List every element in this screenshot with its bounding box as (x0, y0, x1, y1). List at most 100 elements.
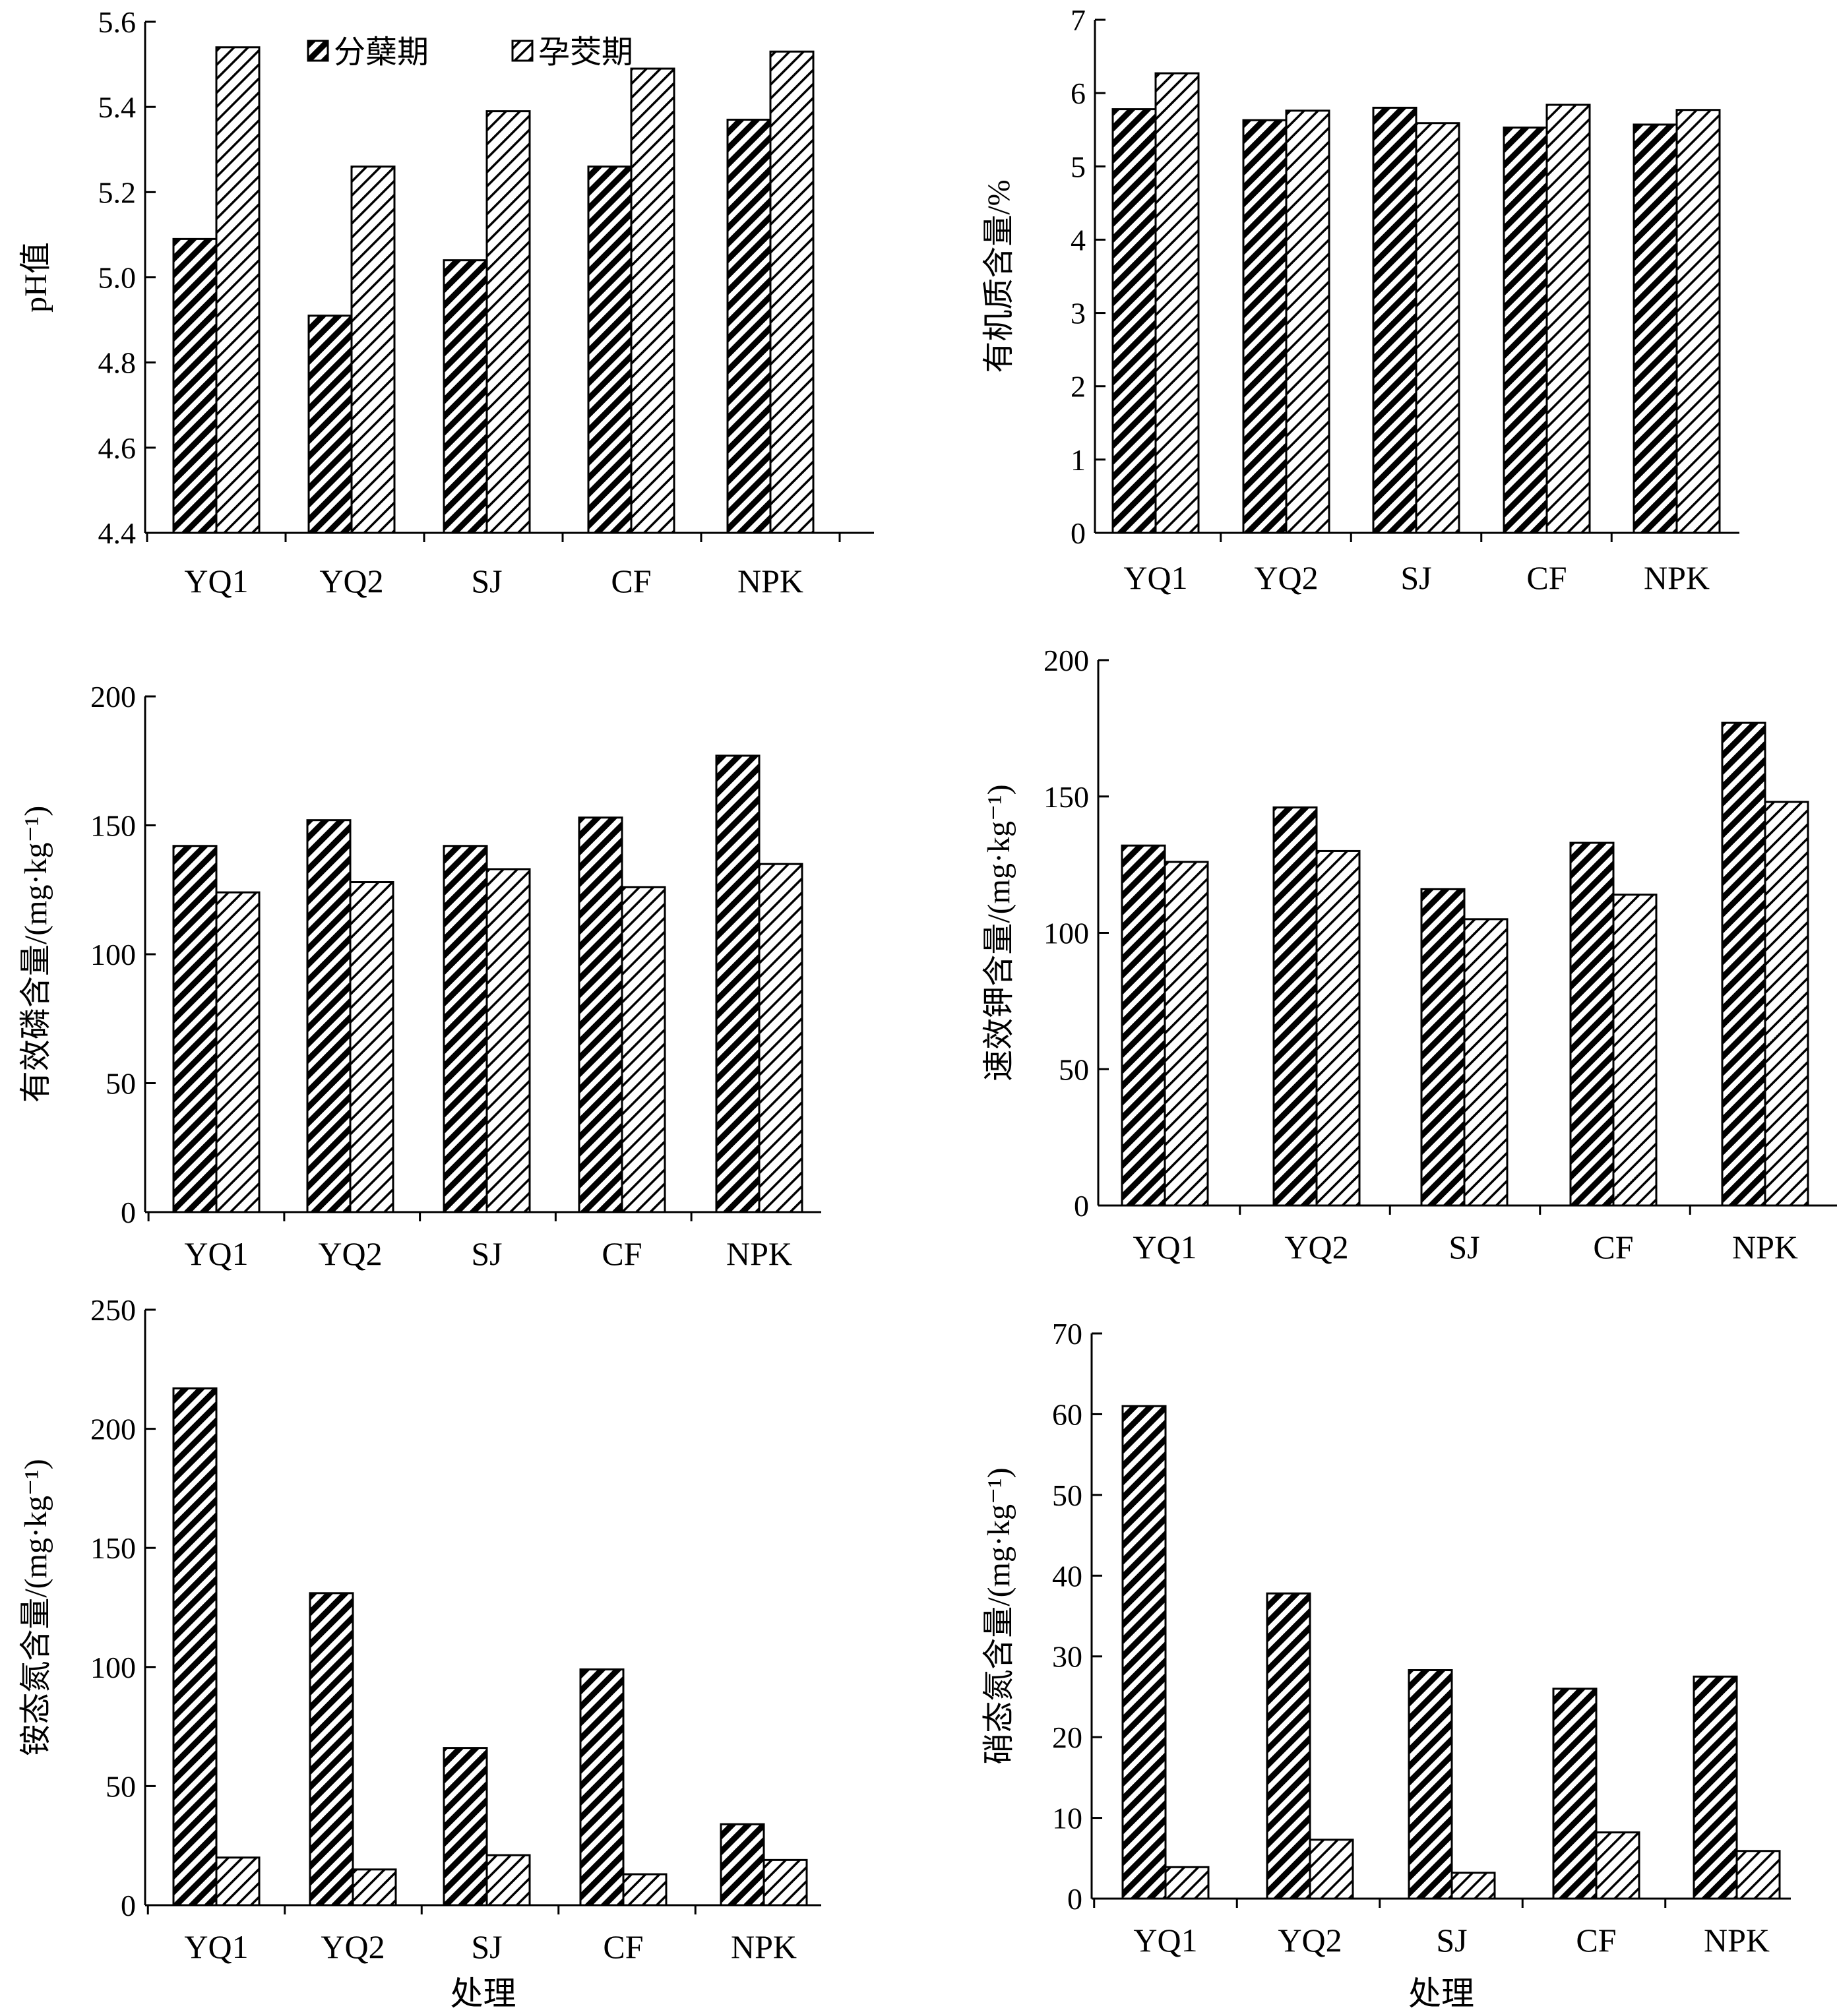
x-category-label: CF (602, 1235, 642, 1272)
y-tick-label: 5.2 (98, 175, 137, 209)
x-category-label: YQ1 (1133, 1229, 1197, 1266)
x-category-label: YQ2 (1254, 559, 1318, 596)
legend: 分蘖期 孕茭期 (307, 35, 633, 70)
bar-booting-cf (622, 1873, 668, 1907)
y-tick-label: 3 (1071, 297, 1086, 330)
y-tick-label: 200 (90, 1413, 136, 1446)
bar-booting-yq2 (349, 881, 394, 1213)
bar-booting-npk (758, 863, 803, 1213)
legend-label-booting: 孕茭期 (538, 35, 633, 70)
bar-booting-yq1 (1154, 72, 1200, 534)
x-category-label: SJ (471, 1928, 502, 1965)
bar-booting-yq2 (1315, 849, 1361, 1207)
y-tick-label: 0 (121, 1889, 136, 1922)
y-tick-label: 150 (90, 809, 136, 843)
bar-tillering-cf (1552, 1688, 1598, 1900)
bar-booting-sj (485, 1854, 531, 1907)
x-category-label: CF (611, 563, 651, 599)
y-tick-label: 6 (1071, 76, 1086, 110)
x-category-label: NPK (726, 1235, 792, 1272)
bar-tillering-yq2 (307, 315, 353, 534)
y-tick-label: 4 (1071, 223, 1086, 257)
legend-label-tillering: 分蘖期 (334, 35, 429, 70)
y-tick-label: 0 (121, 1196, 136, 1229)
bar-booting-cf (630, 67, 675, 534)
bar-booting-npk (1764, 801, 1809, 1207)
bar-booting-npk (1735, 1850, 1781, 1900)
y-axis-title: pH值 (18, 242, 53, 313)
chart-panel-1: 4.4 4.6 4.8 5.0 5.2 5.4 5.6 YQ1 YQ2 SJ CF NPK pH值 (18, 5, 874, 599)
x-axis-title: 处理 (451, 1975, 516, 2012)
x-category-label: SJ (471, 563, 502, 599)
bar-booting-cf (1612, 894, 1658, 1207)
bar-booting-cf (1595, 1831, 1640, 1900)
y-tick-label: 50 (1059, 1053, 1089, 1086)
bar-tillering-npk (726, 119, 772, 534)
y-tick-label: 100 (90, 938, 136, 971)
bar-tillering-sj (1372, 106, 1417, 534)
bar-booting-yq1 (215, 46, 261, 534)
y-tick-label: 200 (90, 680, 136, 714)
x-category-label: YQ2 (319, 563, 383, 599)
y-tick-label: 4.8 (98, 346, 137, 380)
bar-tillering-npk (1633, 123, 1678, 534)
bar-booting-yq1 (215, 891, 261, 1213)
bar-booting-cf (621, 886, 666, 1213)
bar-booting-cf (1545, 104, 1591, 534)
y-tick-label: 5.4 (98, 90, 137, 124)
y-tick-label: 50 (106, 1067, 136, 1101)
bar-tillering-yq2 (1242, 119, 1288, 534)
y-tick-label: 5 (1071, 150, 1086, 183)
bar-tillering-cf (1569, 841, 1615, 1207)
y-tick-label: 10 (1052, 1802, 1082, 1835)
bar-tillering-sj (1408, 1669, 1453, 1900)
x-category-label: NPK (731, 1928, 797, 1965)
y-tick-label: 20 (1052, 1721, 1082, 1754)
bar-tillering-yq1 (1111, 108, 1157, 534)
y-tick-label: 5.6 (98, 5, 137, 39)
bar-tillering-sj (443, 845, 488, 1213)
bar-tillering-yq2 (306, 819, 352, 1213)
y-axis-title: 速效钾含量/(mg·kg⁻¹) (981, 784, 1016, 1081)
bar-booting-sj (485, 110, 531, 534)
y-tick-label: 150 (1043, 780, 1089, 814)
y-tick-label: 0 (1067, 1882, 1082, 1916)
bar-booting-sj (1415, 122, 1460, 534)
bar-booting-yq2 (350, 166, 396, 534)
y-axis-title: 有效磷含量/(mg·kg⁻¹) (18, 806, 53, 1103)
bar-booting-yq2 (1285, 109, 1330, 534)
bar-booting-npk (1675, 109, 1721, 534)
y-tick-label: 60 (1052, 1397, 1082, 1431)
y-tick-label: 70 (1052, 1317, 1082, 1351)
x-category-label: YQ2 (1278, 1922, 1342, 1959)
x-category-label: YQ1 (184, 1928, 248, 1965)
x-category-label: YQ1 (184, 563, 248, 599)
x-category-label: CF (1576, 1922, 1616, 1959)
chart-panel-5: 0 50 100 150 200 250 YQ1 YQ2 SJ CF NPK 铵态氮含量/(mg·kg… (18, 1293, 821, 2012)
legend-swatch-booting (511, 40, 534, 62)
y-tick-label: 2 (1071, 370, 1086, 404)
y-axis-title: 硝态氮含量/(mg·kg⁻¹) (981, 1467, 1016, 1764)
chart-panel-6: 0 10 20 30 40 50 60 70 YQ1 YQ2 SJ CF NPK 硝态氮含量/(mg·kg… (981, 1317, 1791, 2012)
y-tick-label: 100 (1043, 917, 1089, 950)
bar-tillering-npk (1693, 1675, 1738, 1900)
bar-booting-sj (1450, 1872, 1496, 1900)
bar-tillering-cf (587, 166, 633, 534)
bar-tillering-sj (443, 1747, 488, 1907)
y-tick-label: 0 (1074, 1189, 1089, 1223)
y-tick-label: 50 (1052, 1479, 1082, 1512)
x-category-label: YQ1 (1133, 1922, 1197, 1959)
y-tick-label: 0 (1071, 516, 1086, 550)
bar-booting-yq2 (1309, 1839, 1354, 1900)
y-tick-label: 5.0 (98, 261, 137, 295)
y-tick-label: 1 (1071, 443, 1086, 477)
bar-tillering-yq1 (172, 845, 218, 1213)
x-category-label: YQ2 (321, 1928, 385, 1965)
x-category-label: YQ2 (1284, 1229, 1348, 1266)
chart-panel-3: 0 50 100 150 200 YQ1 YQ2 SJ CF NPK 有效磷含量/(mg·kg⁻¹) (18, 680, 821, 1272)
x-category-label: YQ1 (184, 1235, 248, 1272)
x-category-label: NPK (737, 563, 803, 599)
x-axis-title: 处理 (1408, 1975, 1474, 2012)
bar-tillering-cf (578, 816, 623, 1213)
